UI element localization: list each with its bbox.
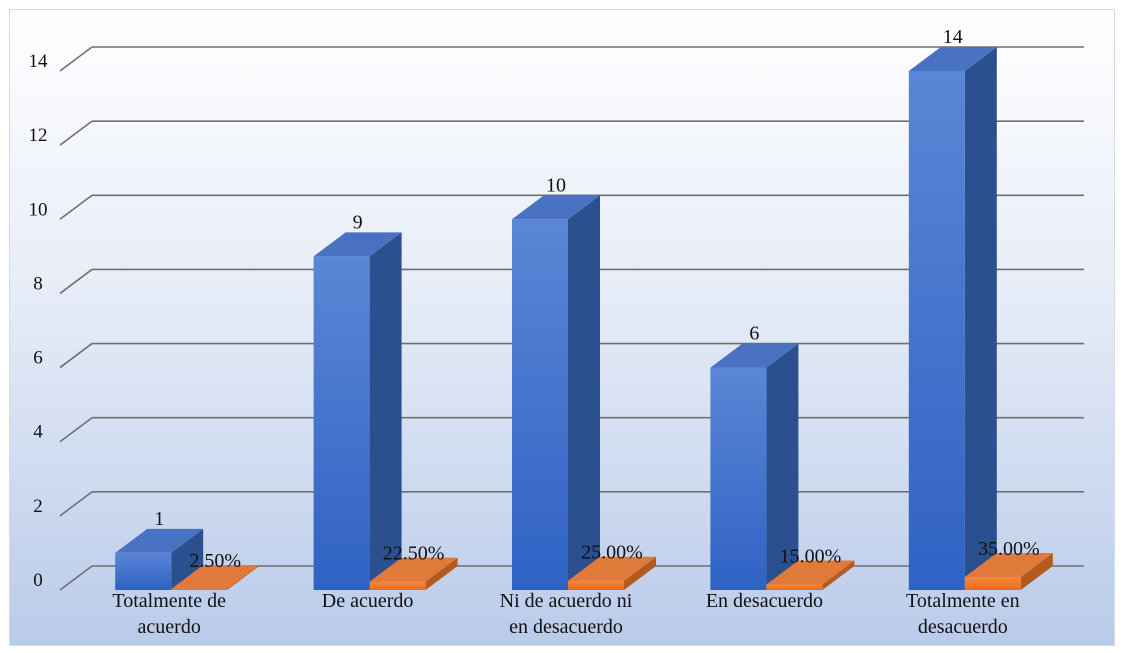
bar-percent bbox=[369, 557, 458, 590]
bar-count-front bbox=[908, 71, 965, 590]
bar-count bbox=[512, 195, 600, 591]
bar-count-side bbox=[369, 232, 402, 590]
x-category-line: De acuerdo bbox=[322, 590, 414, 612]
bar-count-side bbox=[766, 343, 799, 590]
x-axis-categories: Totalmente de acuerdo De acuerdo Ni de acue… bbox=[112, 590, 1019, 638]
data-label-percent: 22.50% bbox=[383, 543, 445, 565]
bar-count bbox=[710, 343, 799, 590]
gridline-depth bbox=[59, 417, 93, 443]
bar-percent bbox=[964, 553, 1053, 590]
bar-percent-side bbox=[822, 560, 855, 590]
y-tick-label: 12 bbox=[29, 125, 48, 146]
bar-percent bbox=[766, 560, 855, 590]
bar-percent-top bbox=[171, 565, 260, 589]
x-category-line: en desacuerdo bbox=[509, 616, 623, 638]
bar-percent-side bbox=[425, 557, 458, 590]
bar-count-front bbox=[710, 367, 767, 590]
bar-count bbox=[313, 232, 402, 590]
bar-chart-3d: 0 2 4 6 8 10 12 14 1 2.50% 9 22.50% 10 25.00% 6 15.00%… bbox=[29, 26, 1084, 638]
bar-count-top bbox=[313, 232, 402, 257]
gridline-depth bbox=[59, 46, 93, 72]
bar-percent-side bbox=[624, 556, 656, 590]
data-label-count: 9 bbox=[353, 211, 363, 233]
bar-count-top bbox=[908, 47, 997, 71]
bar-percent-top bbox=[369, 557, 458, 582]
bar-percent bbox=[568, 556, 656, 590]
bar-percent-front bbox=[766, 584, 823, 590]
data-label-percent: 35.00% bbox=[978, 538, 1040, 560]
y-tick-label: 10 bbox=[29, 199, 48, 220]
data-label-percent: 2.50% bbox=[189, 550, 241, 572]
bar-count-top bbox=[710, 343, 799, 368]
bar-count bbox=[115, 528, 204, 590]
x-category-label: Totalmente en desacuerdo bbox=[906, 590, 1020, 638]
gridline-depth bbox=[59, 565, 93, 591]
x-category-label: En desacuerdo bbox=[706, 590, 823, 612]
bar-percent bbox=[171, 565, 260, 590]
y-tick-label: 6 bbox=[33, 348, 43, 369]
gridline-depth bbox=[59, 194, 93, 220]
bar-count-side bbox=[964, 47, 997, 590]
bar-count-top bbox=[115, 528, 204, 553]
bar-count bbox=[908, 47, 997, 590]
bar-percent-top bbox=[964, 553, 1053, 578]
y-axis-ticks: 0 2 4 6 8 10 12 14 bbox=[29, 51, 49, 591]
bar-count-top bbox=[512, 195, 600, 220]
x-category-line: Totalmente de bbox=[112, 590, 226, 612]
bar-count-side bbox=[568, 195, 600, 591]
gridline-depth bbox=[59, 342, 93, 369]
bar-percent-front bbox=[964, 577, 1021, 590]
bar-percent-side bbox=[227, 565, 260, 590]
y-tick-label: 8 bbox=[33, 273, 43, 294]
bar-percent-top bbox=[568, 556, 656, 581]
y-tick-label: 0 bbox=[33, 570, 43, 591]
bar-count-side bbox=[171, 528, 204, 590]
bar-percent-top bbox=[766, 560, 855, 585]
gridline-depth bbox=[59, 268, 93, 295]
bar-percent-front bbox=[568, 580, 624, 590]
bar-percent-side bbox=[1020, 553, 1053, 590]
gridline-depth bbox=[59, 491, 93, 517]
x-category-line: desacuerdo bbox=[918, 616, 1008, 638]
gridline-depth bbox=[59, 120, 93, 146]
data-label-count: 1 bbox=[154, 508, 164, 530]
y-tick-label: 4 bbox=[33, 422, 43, 443]
x-category-label: Ni de acuerdo ni en desacuerdo bbox=[500, 590, 633, 638]
bar-count-front bbox=[115, 552, 172, 590]
data-label-percent: 15.00% bbox=[780, 545, 842, 567]
chart-area: 0 2 4 6 8 10 12 14 1 2.50% 9 22.50% 10 25.00% 6 15.00%… bbox=[9, 9, 1115, 646]
bar-count-front bbox=[512, 219, 568, 591]
data-label-percent: 25.00% bbox=[581, 542, 643, 564]
bar-percent-front bbox=[171, 589, 228, 590]
x-category-line: Ni de acuerdo ni bbox=[500, 590, 633, 612]
x-category-label: De acuerdo bbox=[322, 590, 414, 612]
x-category-line: En desacuerdo bbox=[706, 590, 823, 612]
data-label-count: 14 bbox=[943, 26, 963, 48]
x-category-line: Totalmente en bbox=[906, 590, 1020, 612]
y-tick-label: 2 bbox=[33, 496, 43, 517]
data-label-count: 6 bbox=[749, 323, 759, 345]
y-tick-label: 14 bbox=[29, 51, 49, 72]
bars: 1 2.50% 9 22.50% 10 25.00% 6 15.00% 14 35.00% bbox=[115, 26, 1053, 591]
data-label-count: 10 bbox=[546, 174, 566, 196]
bar-percent-front bbox=[369, 581, 426, 590]
x-category-label: Totalmente de acuerdo bbox=[112, 590, 226, 638]
x-category-line: acuerdo bbox=[138, 616, 201, 638]
bar-count-front bbox=[313, 256, 370, 590]
